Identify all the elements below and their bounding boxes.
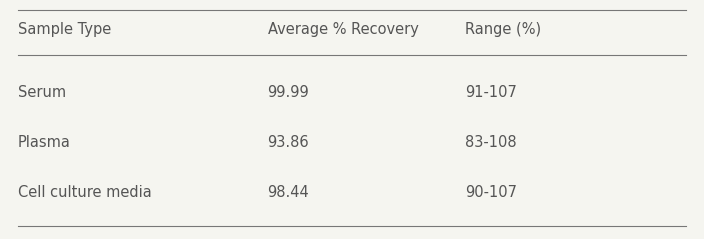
Text: Cell culture media: Cell culture media	[18, 185, 151, 200]
Text: Serum: Serum	[18, 85, 65, 99]
Text: 90-107: 90-107	[465, 185, 517, 200]
Text: 83-108: 83-108	[465, 135, 516, 150]
Text: Sample Type: Sample Type	[18, 22, 111, 37]
Text: Range (%): Range (%)	[465, 22, 541, 37]
Text: 98.44: 98.44	[268, 185, 309, 200]
Text: Average % Recovery: Average % Recovery	[268, 22, 418, 37]
Text: 93.86: 93.86	[268, 135, 309, 150]
Text: 99.99: 99.99	[268, 85, 309, 99]
Text: 91-107: 91-107	[465, 85, 517, 99]
Text: Plasma: Plasma	[18, 135, 70, 150]
